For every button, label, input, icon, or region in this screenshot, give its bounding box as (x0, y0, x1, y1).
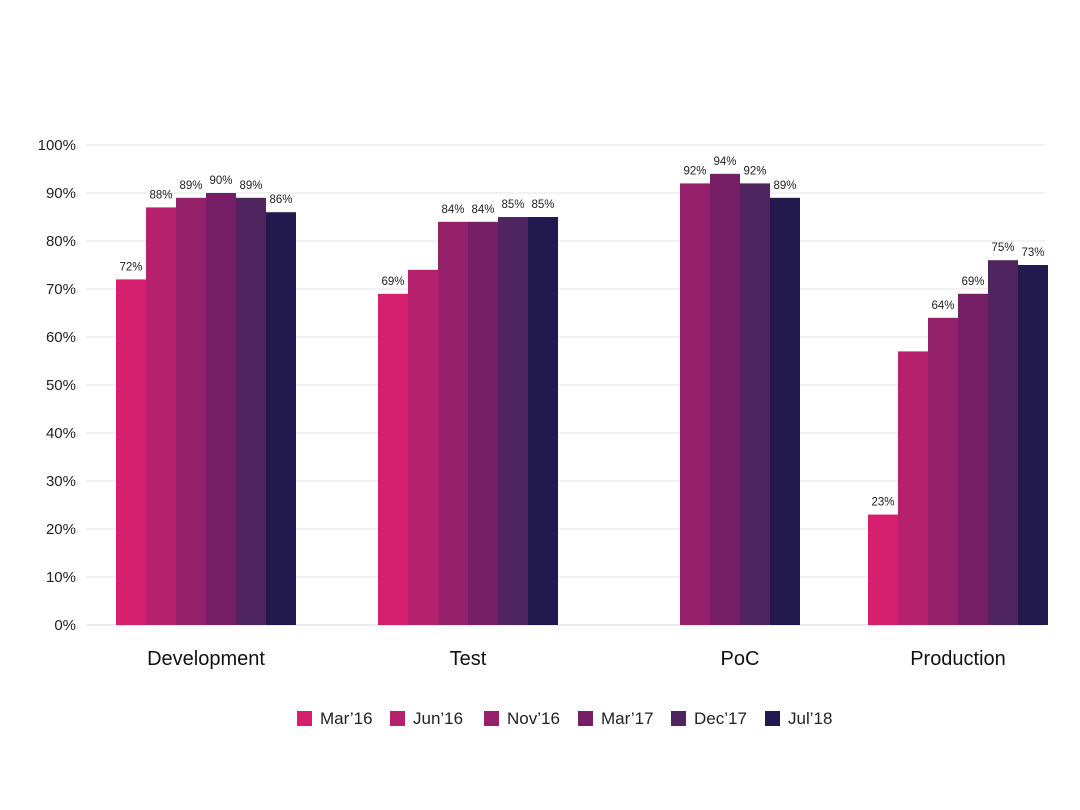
legend-swatch (671, 711, 686, 726)
bar-test-2 (438, 221, 468, 626)
data-label: 90% (209, 175, 232, 187)
bar-test-0 (378, 293, 408, 625)
data-label: 89% (179, 180, 202, 192)
y-tick-label: 70% (46, 281, 76, 298)
legend-item: Jun’16 (390, 709, 463, 728)
data-label: 88% (149, 189, 172, 201)
data-label: 23% (871, 497, 894, 509)
bar-production-1 (898, 351, 928, 625)
y-tick-label: 30% (46, 473, 76, 490)
bar-production-4 (988, 260, 1018, 625)
data-label: 89% (239, 180, 262, 192)
y-tick-label: 90% (46, 185, 76, 202)
data-label: 92% (683, 165, 706, 177)
legend-swatch (765, 711, 780, 726)
y-tick-label: 10% (46, 569, 76, 586)
y-tick-label: 0% (54, 617, 76, 634)
x-tick-label: Test (450, 648, 487, 670)
legend-label: Nov’16 (507, 709, 560, 728)
legend-item: Mar’16 (297, 709, 373, 728)
legend-item: Nov’16 (484, 709, 560, 728)
bar-poc-5 (770, 197, 800, 626)
legend-label: Jul’18 (788, 709, 832, 728)
legend-label: Dec’17 (694, 709, 747, 728)
data-labels: 72% 88% 89% 90% 89% 86% 69% 84% 84% 85% 85% 92% 94% 9… (119, 156, 1044, 509)
data-label: 85% (531, 199, 554, 211)
bar-development-1 (146, 207, 176, 625)
x-axis-ticks: Development Test PoC Production (147, 648, 1006, 670)
bars (116, 173, 1048, 626)
data-label: 85% (501, 199, 524, 211)
bar-test-1 (408, 269, 438, 625)
y-tick-label: 100% (38, 137, 76, 154)
legend-item: Jul’18 (765, 709, 832, 728)
y-tick-label: 20% (46, 521, 76, 538)
x-tick-label: Development (147, 648, 265, 670)
legend-label: Mar’17 (601, 709, 654, 728)
bar-development-5 (266, 212, 296, 625)
data-label: 92% (743, 165, 766, 177)
x-tick-label: Production (910, 648, 1006, 670)
y-tick-label: 50% (46, 377, 76, 394)
data-label: 84% (471, 204, 494, 216)
y-tick-label: 60% (46, 329, 76, 346)
y-axis-ticks: 0% 10% 20% 30% 40% 50% 60% 70% 80% 90% 100% (38, 137, 76, 634)
bar-development-2 (176, 197, 206, 626)
legend-swatch (484, 711, 499, 726)
bar-test-4 (498, 217, 528, 625)
bar-production-2 (928, 317, 958, 625)
legend: Mar’16 Jun’16 Nov’16 Mar’17 Dec’17 Jul’18 (297, 709, 832, 728)
data-label: 73% (1021, 247, 1044, 259)
legend-label: Mar’16 (320, 709, 373, 728)
bar-development-3 (206, 193, 236, 625)
legend-swatch (578, 711, 593, 726)
data-label: 86% (269, 194, 292, 206)
data-label: 72% (119, 261, 142, 273)
data-label: 89% (773, 180, 796, 192)
data-label: 64% (931, 300, 954, 312)
data-label: 84% (441, 204, 464, 216)
bar-development-4 (236, 197, 266, 626)
bar-development-0 (116, 279, 146, 625)
bar-production-0 (868, 514, 898, 625)
data-label: 69% (381, 276, 404, 288)
bar-poc-2 (680, 183, 710, 625)
bar-test-3 (468, 221, 498, 626)
y-tick-label: 80% (46, 233, 76, 250)
bar-production-5 (1018, 265, 1048, 625)
x-tick-label: PoC (721, 648, 760, 670)
data-label: 94% (713, 156, 736, 168)
bar-production-3 (958, 293, 988, 625)
bar-test-5 (528, 217, 558, 625)
bar-poc-4 (740, 183, 770, 625)
bar-poc-3 (710, 173, 740, 626)
y-tick-label: 40% (46, 425, 76, 442)
legend-swatch (297, 711, 312, 726)
legend-item: Mar’17 (578, 709, 654, 728)
data-label: 75% (991, 242, 1014, 254)
legend-label: Jun’16 (413, 709, 463, 728)
legend-swatch (390, 711, 405, 726)
legend-item: Dec’17 (671, 709, 747, 728)
data-label: 69% (961, 276, 984, 288)
